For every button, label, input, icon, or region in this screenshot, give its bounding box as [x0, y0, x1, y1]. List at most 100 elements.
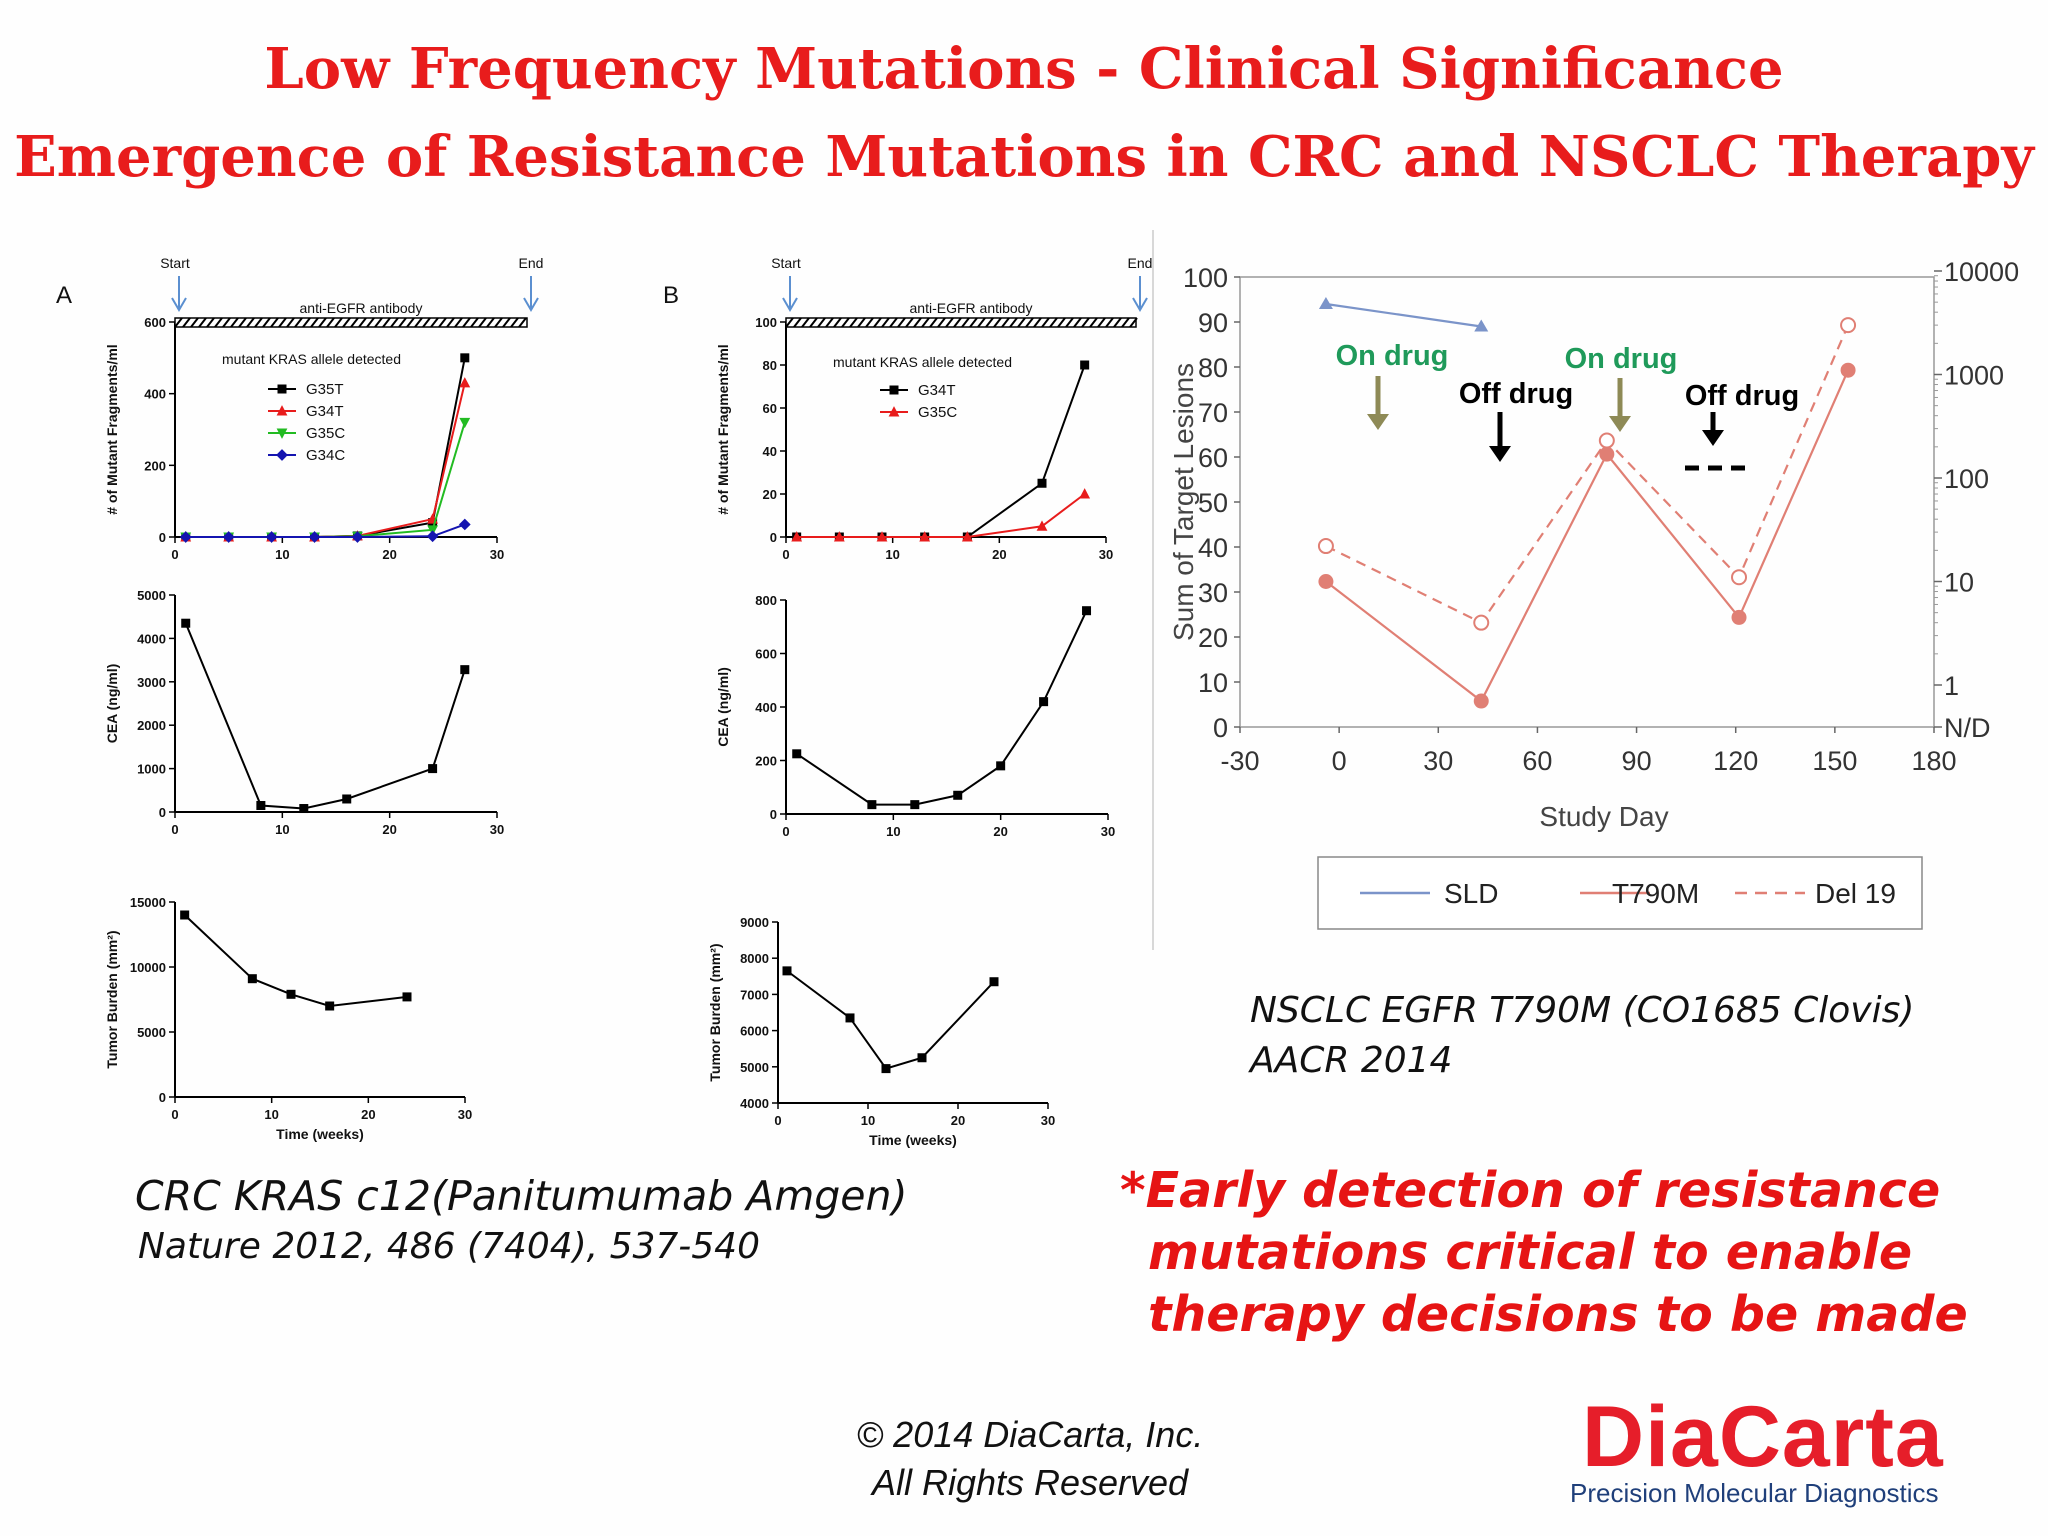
nsclc-y-tick-label: 60 — [1198, 443, 1228, 473]
nsclc-y2-tick-label: N/D — [1944, 713, 1991, 743]
panel-b-treatment-hatch — [801, 317, 810, 328]
panel-a-legend-marker-g34t — [276, 405, 288, 416]
panel-b-cea-series-0-point — [867, 800, 877, 810]
note-line2: mutations critical to enable — [1148, 1224, 1913, 1281]
panel-a-cea-series-0-point — [342, 794, 352, 804]
panel-a-treatment-hatch — [302, 317, 311, 328]
panel-b-treatment-hatch — [1129, 317, 1138, 328]
nsclc-y-axis-label: Sum of Target Lesions — [1168, 363, 1199, 641]
nsclc-off-drug-arrow-1-head — [1489, 446, 1511, 462]
panel-a-treatment-hatch — [406, 317, 415, 328]
panel-a-tumor-series-0-point — [286, 989, 296, 999]
panel-a-treatment-hatch — [438, 317, 447, 328]
panel-a-treatment-hatch — [342, 317, 351, 328]
nsclc-legend-label-del-19: Del 19 — [1815, 878, 1896, 909]
panel-b-treatment-hatch — [785, 317, 794, 328]
panel-b-tumor-x-axis-label: Time (weeks) — [869, 1132, 957, 1148]
panel-b-treatment-hatch — [1057, 317, 1066, 328]
panel-a-mutant-g34t-point — [459, 377, 471, 388]
panel-b-tumor-y-tick-label: 7000 — [740, 987, 769, 1002]
panel-a-mutant-g34c-point — [265, 531, 278, 543]
panel-a-treatment-hatch — [326, 317, 335, 328]
panel-b-cea-y-tick-label: 600 — [755, 647, 777, 662]
panel-b-treatment-hatch — [1073, 317, 1082, 328]
nsclc-y-tick-label: 50 — [1198, 488, 1228, 518]
panel-b-treatment-hatch — [873, 317, 882, 328]
note-line3: therapy decisions to be made — [1148, 1286, 1968, 1343]
panel-b-legend-label-g35c: G35C — [918, 404, 957, 421]
panel-b-mutant-g35c-point — [1036, 520, 1048, 531]
nsclc-citation: AACR 2014 — [1250, 1040, 1453, 1081]
nsclc-y2-tick-label: 1000 — [1944, 361, 2004, 391]
nsclc-x-tick-label: 0 — [1332, 746, 1347, 776]
panel-b-cea-y-tick-label: 0 — [770, 807, 777, 822]
panel-b-treatment-hatch — [865, 317, 874, 328]
panel-a-treatment-hatch — [350, 317, 359, 328]
panel-b-end-arrow-head — [1132, 297, 1148, 312]
panel-a-cea-series-0-point — [460, 665, 470, 675]
panel-a-treatment-hatch — [518, 317, 527, 328]
panel-b-mutant-g35c-point — [961, 531, 973, 542]
nsclc-y-tick-label: 10 — [1198, 668, 1228, 698]
panel-a-tumor-y-tick-label: 10000 — [130, 960, 166, 975]
nsclc-y2-tick-label: 1 — [1944, 671, 1959, 701]
panel-a-legend-marker-g35t — [277, 384, 287, 394]
panel-b-mutant-g35c-point — [876, 531, 888, 542]
panel-a-legend-label-g34t: G34T — [306, 403, 344, 420]
crc-caption: CRC KRAS c12(Panitumumab Amgen) — [135, 1172, 908, 1220]
panel-a-treatment-hatch — [190, 317, 199, 328]
panel-a-end-arrow-head — [523, 297, 539, 312]
panel-a-cea-series-0-point — [299, 804, 309, 814]
panel-a-start-label: Start — [160, 255, 190, 271]
nsclc-on-drug-label-2: On drug — [1565, 343, 1678, 375]
panel-a-mutant-y-tick-label: 0 — [159, 530, 166, 545]
panel-a-treatment-hatch — [294, 317, 303, 328]
nsclc-off-drug-arrow-2-head — [1702, 430, 1724, 446]
nsclc-x-tick-label: 30 — [1423, 746, 1453, 776]
nsclc-sld-point — [1474, 319, 1489, 332]
panel-b-label: B — [663, 282, 679, 309]
panel-b-mutant-x-tick-label: 30 — [1099, 547, 1113, 562]
nsclc-x-tick-label: 120 — [1713, 746, 1758, 776]
panel-b-tumor-series-0-point — [917, 1053, 927, 1063]
panel-a-treatment-hatch — [430, 317, 439, 328]
nsclc-del-19-point — [1473, 614, 1490, 631]
panel-b-tumor-x-tick-label: 10 — [861, 1113, 875, 1128]
panel-a-treatment-hatch — [502, 317, 511, 328]
panel-b-mutant-g35c-point — [833, 531, 845, 542]
nsclc-y-tick-label: 20 — [1198, 623, 1228, 653]
nsclc-legend-label-sld: SLD — [1444, 878, 1498, 909]
panel-b-treatment-hatch — [945, 317, 954, 328]
panel-a-treatment-hatch — [398, 317, 407, 328]
panel-b-legend-title: mutant KRAS allele detected — [833, 354, 1012, 370]
panel-a-cea-series-0-point — [181, 618, 191, 628]
panel-a-treatment-hatch — [390, 317, 399, 328]
panel-b-treatment-hatch — [1121, 317, 1130, 328]
panel-a-treatment-hatch — [198, 317, 207, 328]
panel-b-treatment-hatch — [1025, 317, 1034, 328]
panel-a-legend-label-g35t: G35T — [306, 381, 344, 398]
panel-a-cea-series-0-point — [256, 800, 266, 810]
panel-b-tumor-y-axis-label: Tumor Burden (mm²) — [707, 943, 723, 1081]
panel-b-treatment-hatch — [905, 317, 914, 328]
panel-a-treatment-hatch — [382, 317, 391, 328]
panel-b-legend-label-g34t: G34T — [918, 382, 956, 399]
panel-a-treatment-hatch — [510, 317, 519, 328]
nsclc-y2-tick-label: 10000 — [1944, 257, 2019, 287]
panel-a-tumor-y-axis-label: Tumor Burden (mm²) — [104, 930, 120, 1068]
slide-title-line1: Low Frequency Mutations - Clinical Signi… — [264, 36, 1784, 102]
panel-a-mutant-g34c-point — [351, 531, 364, 543]
nsclc-x-axis-label: Study Day — [1539, 801, 1668, 832]
panel-a-mutant-y-tick-label: 600 — [144, 315, 166, 330]
panel-a-treatment-hatch — [230, 317, 239, 328]
nsclc-y-tick-label: 80 — [1198, 353, 1228, 383]
panel-a-cea-series-0-point — [428, 764, 438, 774]
panel-a-treatment-label: anti-EGFR antibody — [300, 300, 423, 316]
panel-b-treatment-hatch — [1041, 317, 1050, 328]
panel-b-treatment-hatch — [929, 317, 938, 328]
panel-a-mutant-x-tick-label: 30 — [490, 547, 504, 562]
nsclc-x-tick-label: -30 — [1220, 746, 1259, 776]
nsclc-t790m-point — [1731, 609, 1747, 625]
panel-b-cea-series-0-point — [953, 790, 963, 800]
nsclc-y-tick-label: 30 — [1198, 578, 1228, 608]
